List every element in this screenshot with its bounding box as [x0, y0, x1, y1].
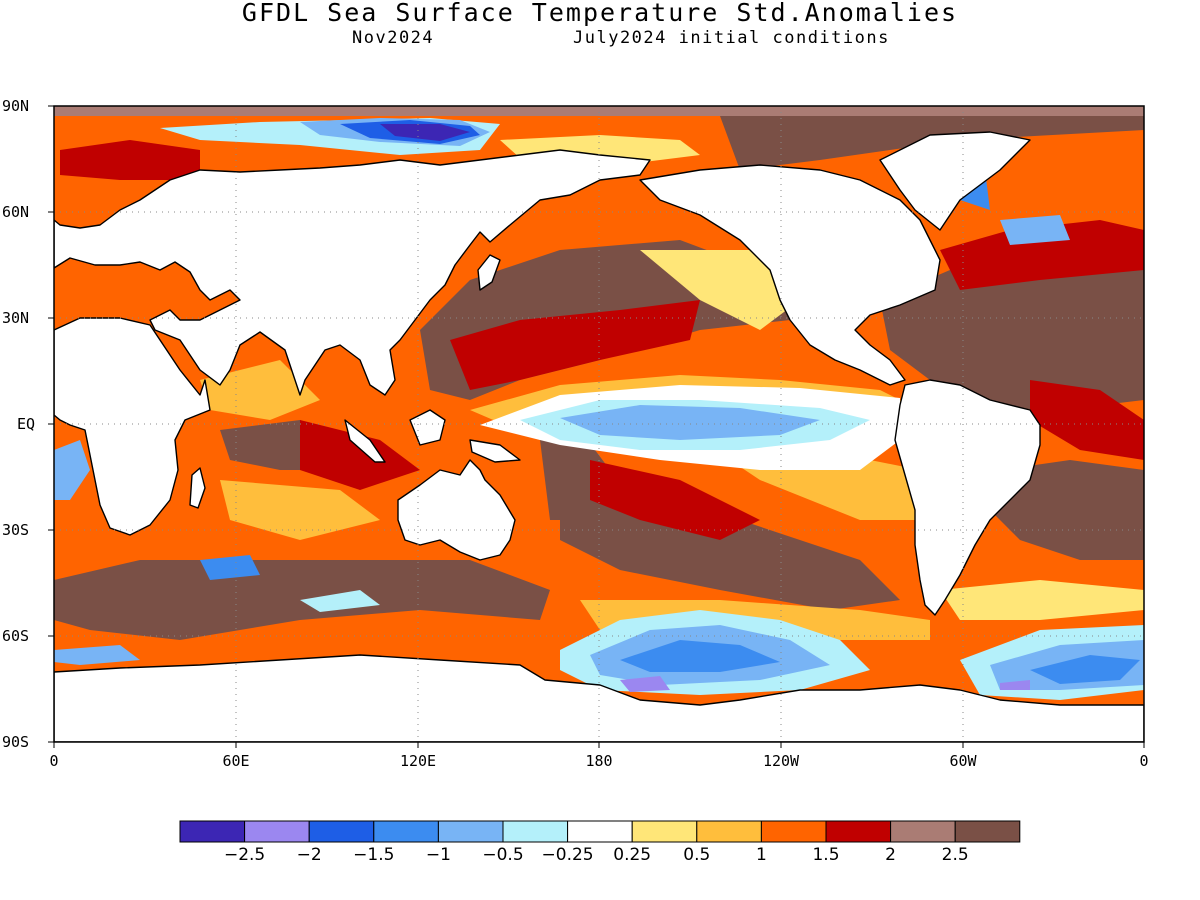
- colorbar-tick-label: −2.5: [223, 845, 266, 865]
- colorbar-swatch: [825, 820, 892, 843]
- lat-label-30n: 30N: [2, 309, 30, 327]
- colorbar-tick-label: 1: [755, 845, 767, 865]
- lat-label-60s: 60S: [2, 627, 30, 645]
- map-gridlines: [54, 106, 1144, 742]
- colorbar-swatch: [631, 820, 698, 843]
- antarctica: [54, 654, 1144, 742]
- south-atlantic-cool: [960, 625, 1144, 700]
- colorbar-tick-label: −0.5: [482, 845, 524, 865]
- colorbar-tick-label: 2.5: [941, 845, 969, 865]
- north-america: [639, 164, 941, 386]
- colorbar-swatch: [373, 820, 439, 843]
- colorbar-swatch: [437, 820, 504, 843]
- chart-title: GFDL Sea Surface Temperature Std.Anomali…: [241, 0, 959, 27]
- equatorial-pacific-cool-tongue: [480, 385, 900, 470]
- colorbar-swatch: [244, 820, 310, 843]
- colorbar-tick-label: −1: [425, 845, 451, 865]
- colorbar-tick-label: −0.25: [541, 845, 594, 865]
- sumatra: [344, 419, 386, 463]
- lon-label-0-west: 0: [49, 752, 59, 770]
- valid-month-label: Nov2024: [352, 28, 435, 48]
- sst-anomaly-map: [54, 106, 1144, 742]
- lat-label-90n: 90N: [2, 97, 30, 115]
- lon-label-60e: 60E: [222, 752, 250, 770]
- japan: [477, 254, 501, 291]
- south-america: [894, 379, 1041, 616]
- eurasia: [54, 149, 651, 396]
- africa: [54, 317, 211, 536]
- colorbar-swatch: [567, 820, 633, 843]
- new-guinea: [469, 439, 521, 463]
- lon-label-0-east: 0: [1139, 752, 1149, 770]
- borneo: [409, 409, 446, 446]
- lon-label-180: 180: [585, 752, 613, 770]
- colorbar-tick-label: 0.5: [683, 845, 711, 865]
- lat-label-90s: 90S: [2, 733, 30, 751]
- colorbar-tick-label: 2: [885, 845, 896, 865]
- southern-ocean-pacific-cool: [560, 610, 870, 695]
- lat-label-30s: 30S: [2, 521, 30, 539]
- colorbar-swatch: [954, 820, 1021, 843]
- colorbar-swatch: [760, 820, 827, 843]
- warm-accent-regions: [60, 140, 1144, 540]
- colorbar-tick-label: −1.5: [353, 845, 395, 865]
- lat-label-eq: EQ: [17, 415, 36, 433]
- land-masses: [54, 131, 1144, 742]
- greenland: [879, 131, 1031, 231]
- madagascar: [189, 467, 206, 509]
- initial-conditions-label: July2024 initial conditions: [573, 28, 890, 48]
- colorbar-tick-label: −2: [296, 845, 322, 865]
- lat-label-60n: 60N: [2, 203, 30, 221]
- colorbar: [179, 820, 1021, 843]
- lon-label-120w: 120W: [762, 752, 800, 770]
- lon-label-120e: 120E: [399, 752, 437, 770]
- colorbar-tick-label: 1.5: [812, 845, 840, 865]
- lon-label-60w: 60W: [949, 752, 977, 770]
- colorbar-swatch: [308, 820, 375, 843]
- colorbar-swatch: [502, 820, 569, 843]
- colorbar-swatch: [890, 820, 956, 843]
- colorbar-swatch: [179, 820, 246, 843]
- colorbar-swatch: [696, 820, 762, 843]
- colorbar-tick-label: 0.25: [613, 845, 652, 865]
- axis-ticks: [48, 105, 1145, 748]
